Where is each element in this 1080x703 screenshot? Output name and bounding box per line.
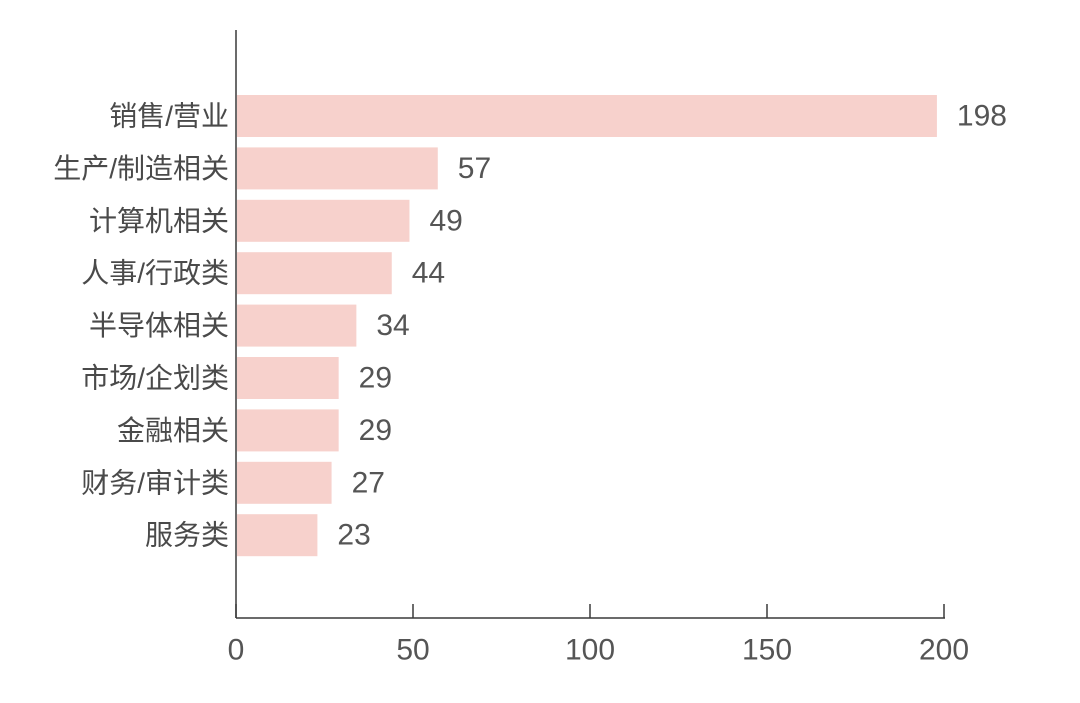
bar [237,304,357,347]
bar-row: 金融相关 29 [117,409,392,452]
value-label: 29 [359,414,392,447]
x-tick-label: 100 [565,634,615,667]
value-label: 27 [352,466,385,499]
category-label: 人事/行政类 [81,258,229,289]
category-label: 金融相关 [117,415,229,446]
category-label: 生产/制造相关 [53,153,229,184]
bar-row: 半导体相关 34 [89,304,410,347]
bar [237,147,438,190]
bar-row: 财务/审计类 27 [81,461,385,504]
category-label: 财务/审计类 [81,467,229,498]
bar-row: 市场/企划类 29 [81,357,392,399]
value-label: 29 [359,362,392,395]
bar [237,461,332,504]
bar-row: 服务类 23 [145,514,371,557]
x-tick-label: 50 [396,634,429,667]
value-label: 44 [412,257,445,290]
value-label: 34 [376,309,409,342]
category-label: 市场/企划类 [81,363,229,394]
bar [237,357,339,399]
value-label: 23 [337,519,370,552]
bar-row: 计算机相关 49 [89,199,463,242]
x-ticks-group: 0 50 100 150 200 [228,604,969,667]
bars-group: 销售/营业 198 生产/制造相关 57 计算机相关 49 人事/行政类 44 半导体相关 34 市… [53,95,1007,557]
bar [237,95,937,137]
x-tick-label: 200 [919,634,969,667]
bar [237,409,339,452]
value-label: 49 [429,204,462,237]
x-tick-label: 0 [228,634,245,667]
category-label: 服务类 [145,520,229,551]
bar [237,252,392,295]
bar-row: 销售/营业 198 [109,95,1007,137]
bar [237,514,318,557]
category-label: 计算机相关 [89,205,229,236]
category-label: 半导体相关 [89,310,229,341]
value-label: 198 [957,100,1007,133]
x-tick-label: 150 [742,634,792,667]
category-label: 销售/营业 [109,101,229,132]
bar-row: 生产/制造相关 57 [53,147,491,190]
bar-row: 人事/行政类 44 [81,252,445,295]
value-label: 57 [458,152,491,185]
bar [237,199,410,242]
